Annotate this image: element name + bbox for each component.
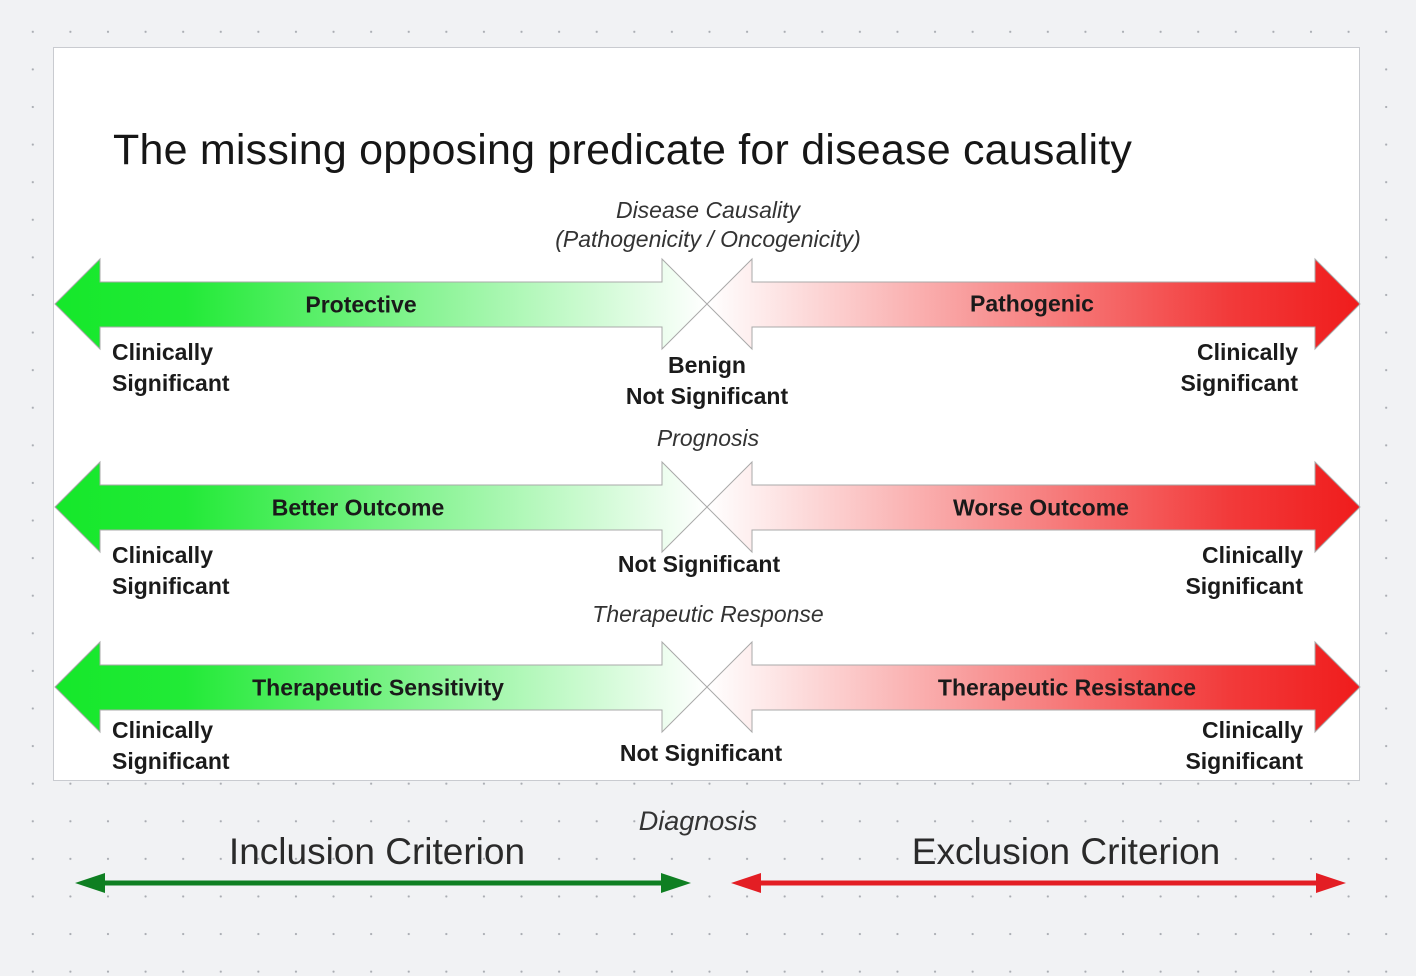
category-line: (Pathogenicity / Oncogenicity) [555, 226, 861, 252]
worse-outcome-label: Worse Outcome [953, 494, 1129, 521]
row2-left-significance: Clinically Significant [112, 540, 230, 602]
therapeutic-resistance-label: Therapeutic Resistance [937, 674, 1197, 701]
row2-center-significance: Not Significant [549, 549, 849, 580]
label-line: Clinically [112, 717, 213, 743]
label-line: Significant [112, 573, 230, 599]
better-outcome-label: Better Outcome [271, 494, 445, 521]
pathogenic-label: Pathogenic [970, 290, 1094, 317]
label-line: Not Significant [617, 551, 781, 577]
category-line: Prognosis [656, 425, 760, 451]
diagram-title: The missing opposing predicate for disea… [113, 126, 1133, 174]
slide-panel [53, 47, 1360, 781]
exclusion-criterion-label: Exclusion Criterion [911, 831, 1221, 872]
category-therapeutic-response: Therapeutic Response [408, 600, 1008, 629]
row1-left-significance: Clinically Significant [112, 337, 230, 399]
label-line: Significant [1180, 370, 1298, 396]
category-line: Therapeutic Response [592, 601, 824, 627]
label-line: Clinically [1202, 717, 1303, 743]
row3-center-significance: Not Significant [551, 738, 851, 769]
label-line: Significant [112, 748, 230, 774]
label-line: Not Significant [619, 740, 783, 766]
therapeutic-resistance-arrow [706, 640, 1361, 734]
inclusion-criterion-arrow [75, 873, 691, 893]
category-line: Disease Causality [615, 197, 801, 223]
label-line: Clinically [112, 339, 213, 365]
label-line: Significant [1185, 748, 1303, 774]
label-line: Benign [668, 352, 746, 378]
category-disease-causality: Disease Causality (Pathogenicity / Oncog… [408, 196, 1008, 254]
row-causality-arrows [54, 257, 1361, 351]
category-prognosis: Prognosis [408, 424, 1008, 453]
exclusion-criterion-arrow [731, 873, 1346, 893]
row1-right-significance: Clinically Significant [1180, 337, 1298, 399]
row3-left-significance: Clinically Significant [112, 715, 230, 777]
row2-right-significance: Clinically Significant [1185, 540, 1303, 602]
therapeutic-sensitivity-label: Therapeutic Sensitivity [252, 674, 504, 701]
row1-center-significance: Benign Not Significant [557, 350, 857, 412]
label-line: Not Significant [625, 383, 789, 409]
label-line: Significant [1185, 573, 1303, 599]
inclusion-criterion-label: Inclusion Criterion [228, 831, 526, 872]
label-line: Significant [112, 370, 230, 396]
label-line: Clinically [1202, 542, 1303, 568]
row3-right-significance: Clinically Significant [1185, 715, 1303, 777]
worse-outcome-arrow [706, 460, 1361, 554]
protective-label: Protective [305, 291, 417, 318]
label-line: Clinically [1197, 339, 1298, 365]
diagnosis-label: Diagnosis [638, 806, 758, 836]
row-therapeutic-arrows [54, 640, 1361, 734]
pathogenic-arrow [706, 257, 1361, 351]
row-prognosis-arrows [54, 460, 1361, 554]
label-line: Clinically [112, 542, 213, 568]
